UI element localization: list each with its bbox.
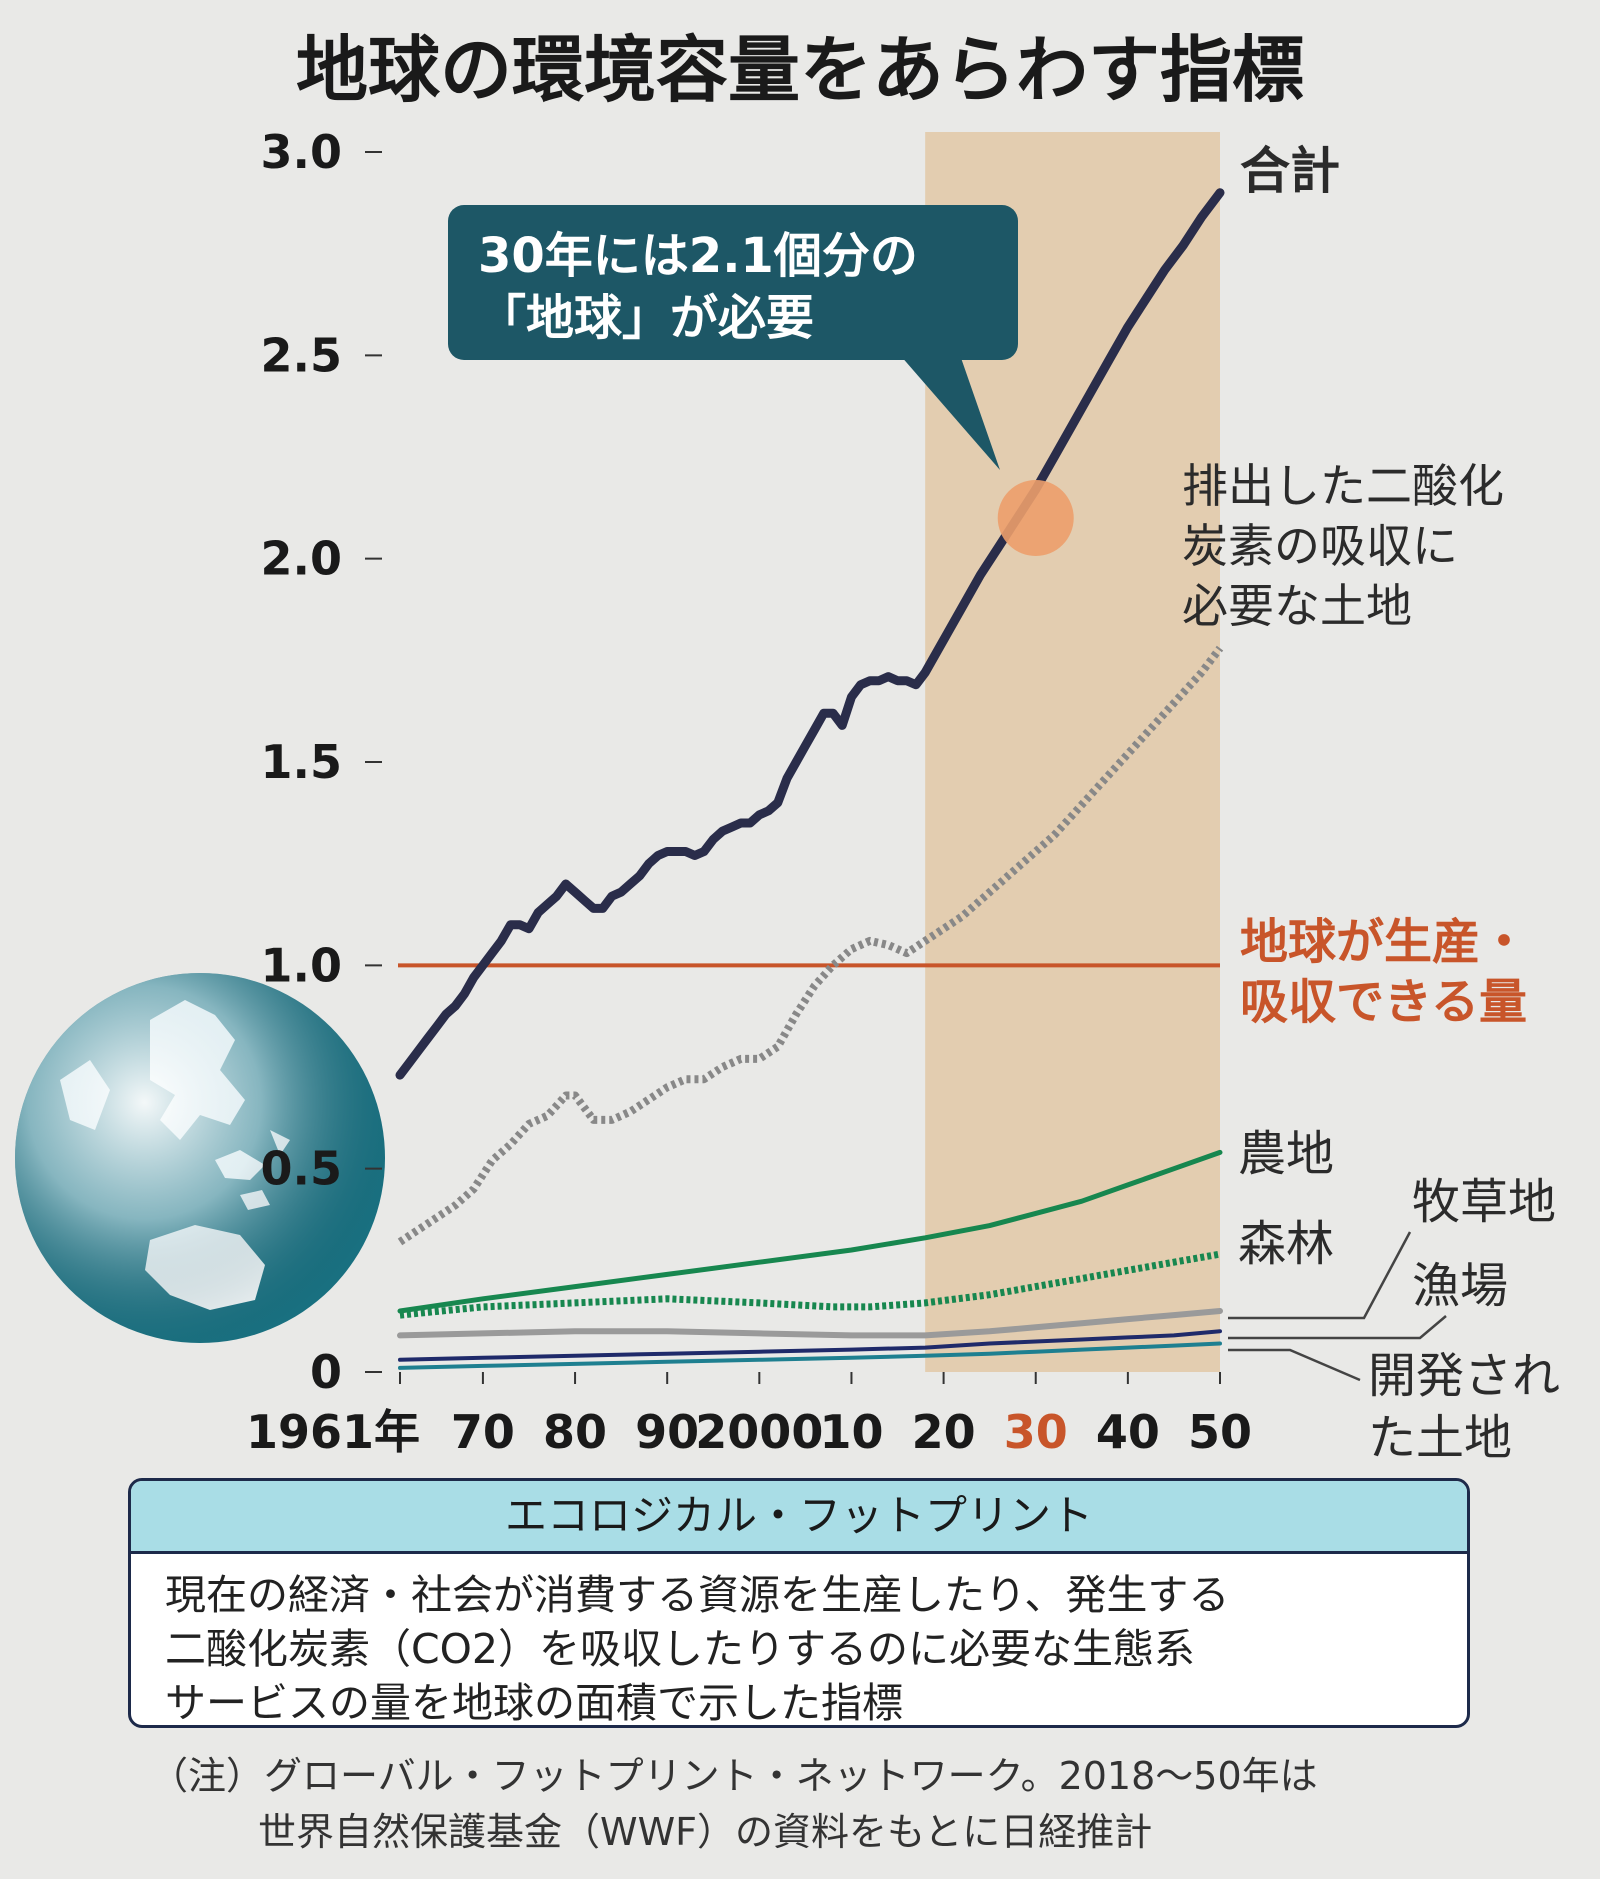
leader-fishery: [1228, 1315, 1447, 1340]
x-tick-label: 40: [1096, 1405, 1160, 1459]
series-label-line: 合計: [1240, 142, 1340, 200]
definition-box: エコロジカル・フットプリント 現在の経済・社会が消費する資源を生産したり、発生す…: [128, 1478, 1470, 1728]
series-line-6: [398, 1341, 1222, 1370]
leader-lines: [1228, 1231, 1447, 1382]
series-line-2: [397, 1149, 1223, 1314]
y-tick-label: 1.0: [261, 938, 343, 992]
y-tick-label: 0: [310, 1345, 342, 1399]
y-tick-label: 0.5: [261, 1142, 343, 1196]
definition-line: 二酸化炭素（CO2）を吸収したりするのに必要な生態系: [165, 1625, 1195, 1673]
callout-text-line: 30年には2.1個分の: [478, 228, 918, 284]
series-label-line: 漁場: [1412, 1258, 1508, 1314]
x-tick-label: 50: [1188, 1405, 1252, 1459]
x-tick-label: 80: [543, 1405, 607, 1459]
source-note-line: 世界自然保護基金（WWF）の資料をもとに日経推計: [258, 1810, 1153, 1854]
series-line-1: [397, 645, 1224, 1246]
y-axis: 0 0.5 1.0 1.5 2.0 2.5 3.0: [261, 125, 382, 1399]
highlight-point: [997, 480, 1074, 556]
callout-box: [448, 205, 1018, 360]
series-label-line: 農地: [1238, 1126, 1334, 1182]
series-label-line: 炭素の吸収に: [1182, 519, 1458, 573]
series-layer: [395, 188, 1225, 1370]
series-line-3: [399, 1250, 1221, 1319]
leader-built-land: [1228, 1348, 1361, 1382]
definition-line: サービスの量を地球の面積で示した指標: [165, 1679, 903, 1727]
chart-title: 地球の環境容量をあらわす指標: [296, 28, 1304, 112]
leader-pasture: [1228, 1231, 1412, 1320]
series-label-line: 牧草地: [1412, 1174, 1556, 1230]
definition-heading: エコロジカル・フットプリント: [131, 1481, 1467, 1554]
reference-label-line: 地球が生産・: [1240, 914, 1528, 970]
series-label-line: 森林: [1238, 1216, 1334, 1272]
series-line-5: [398, 1329, 1222, 1362]
x-tick-label: 1961年: [246, 1405, 420, 1459]
series-line-0: [395, 188, 1225, 1080]
x-tick-label: 20: [912, 1405, 976, 1459]
y-tick-label: 2.0: [261, 532, 343, 586]
callout-pointer: [900, 355, 1000, 470]
source-note: （注）グローバル・フットプリント・ネットワーク。2018～50年は 世界自然保護…: [150, 1748, 1570, 1860]
callout-text-line: 「地球」が必要: [478, 290, 814, 346]
highlight-layer: [997, 480, 1074, 556]
series-line-4: [397, 1308, 1223, 1339]
y-tick-label: 3.0: [261, 125, 343, 179]
x-tick-label: 90: [635, 1405, 699, 1459]
y-tick-label: 2.5: [261, 328, 343, 382]
x-tick-label: 70: [451, 1405, 515, 1459]
definition-body: 現在の経済・社会が消費する資源を生産したり、発生する 二酸化炭素（CO2）を吸収…: [131, 1554, 1467, 1727]
source-note-line: （注）グローバル・フットプリント・ネットワーク。2018～50年は: [150, 1754, 1318, 1798]
callout: 30年には2.1個分の「地球」が必要: [448, 205, 1018, 470]
chart-area: 地球の環境容量をあらわす指標 0 0.5 1.0 1.5 2.0 2.5 3.0 1961年…: [15, 28, 1560, 1466]
series-label-line: 開発され: [1368, 1348, 1560, 1404]
series-label-line: 排出した二酸化: [1182, 459, 1504, 513]
reference-label-line: 吸収できる量: [1240, 974, 1527, 1030]
y-tick-label: 1.5: [261, 735, 343, 789]
globe-shading: [15, 973, 385, 1343]
series-label-line: 必要な土地: [1182, 579, 1412, 633]
x-tick-label: 30: [1004, 1405, 1068, 1459]
series-label-line: た土地: [1368, 1410, 1512, 1466]
x-tick-label: 10: [819, 1405, 883, 1459]
definition-line: 現在の経済・社会が消費する資源を生産したり、発生する: [165, 1571, 1230, 1619]
x-tick-label: 2000: [695, 1405, 823, 1459]
globe-illustration: [15, 973, 385, 1343]
